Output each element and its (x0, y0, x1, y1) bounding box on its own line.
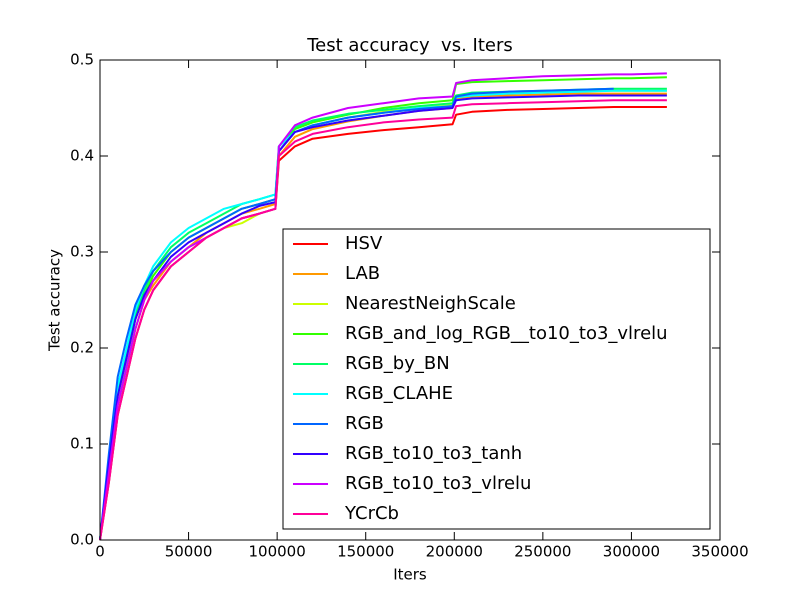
legend-label: HSV (345, 233, 383, 254)
legend-label: RGB_to10_to3_vlrelu (345, 473, 531, 494)
legend-box (282, 228, 711, 530)
legend-label: YCrCb (344, 503, 399, 524)
series-line (99, 72, 667, 541)
x-tick-label: 250000 (514, 543, 571, 561)
x-tick-label: 0 (95, 543, 105, 561)
legend-label: NearestNeighScale (345, 293, 516, 314)
y-tick-label: 0.1 (70, 435, 94, 453)
y-tick-label: 0.0 (70, 531, 94, 549)
x-tick-label: 300000 (603, 543, 660, 561)
plot-frame (99, 59, 721, 541)
legend-label: LAB (345, 263, 380, 284)
legend-label: RGB_and_log_RGB__to10_to3_vlrelu (345, 323, 668, 344)
y-axis-label: Test accuracy (46, 249, 64, 352)
chart-title: Test accuracy vs. Iters (306, 35, 513, 56)
y-tick-label: 0.4 (70, 147, 94, 165)
legend-label: RGB (345, 413, 384, 434)
x-tick-label: 100000 (249, 543, 306, 561)
x-tick-label: 150000 (337, 543, 394, 561)
y-tick-label: 0.2 (70, 339, 94, 357)
series-line (99, 99, 667, 541)
x-tick-label: 50000 (165, 543, 213, 561)
y-tick-label: 0.5 (70, 51, 94, 69)
x-tick-label: 200000 (426, 543, 483, 561)
legend-label: RGB_by_BN (345, 353, 450, 374)
x-axis-label: Iters (393, 566, 427, 584)
legend-label: RGB_CLAHE (345, 383, 453, 404)
legend-label: RGB_to10_to3_tanh (345, 443, 522, 464)
x-tick-label: 350000 (691, 543, 748, 561)
y-tick-label: 0.3 (70, 243, 94, 261)
